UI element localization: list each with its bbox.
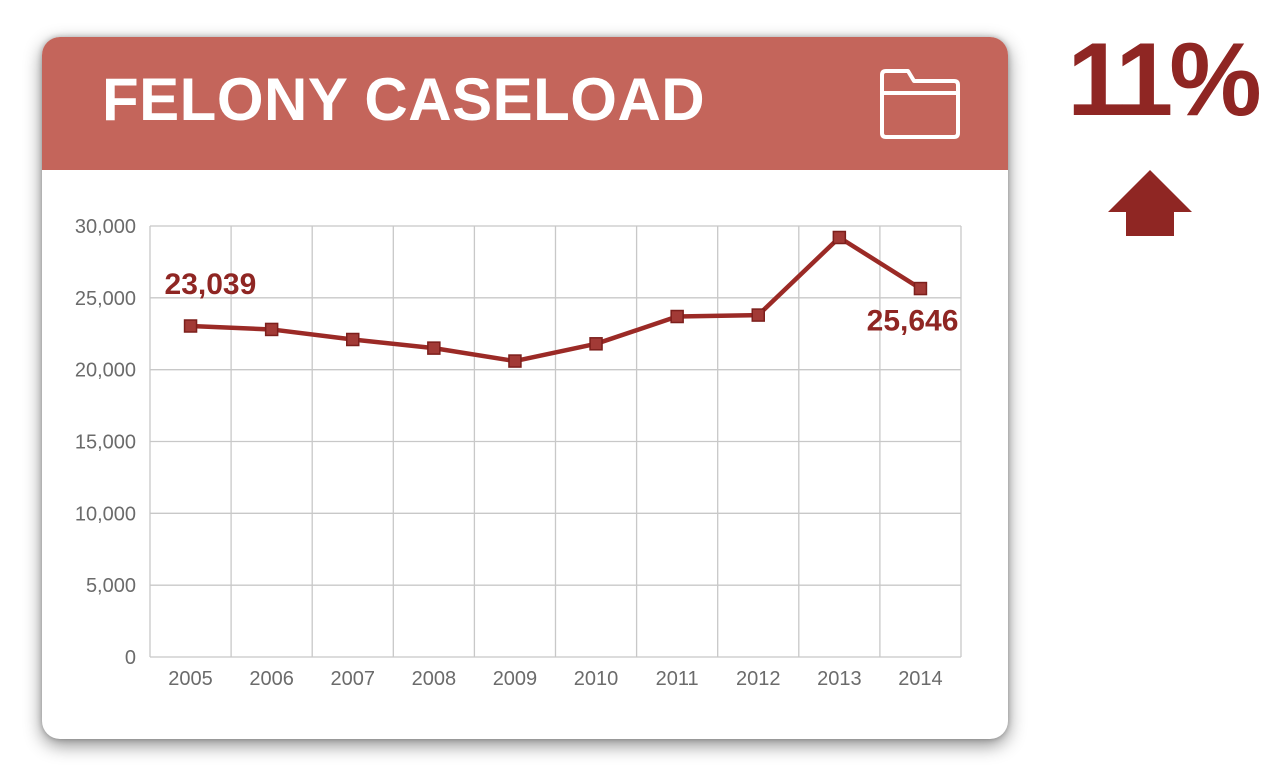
series-markers (183, 230, 928, 368)
line-chart: 0 5,000 10,000 15,000 20,000 25,000 30,000 200… (75, 216, 962, 690)
y-tick-label: 15,000 (75, 432, 136, 454)
card-title: FELONY CASELOAD (102, 66, 706, 133)
series-lines (188, 235, 923, 364)
data-label: 25,646 (867, 305, 959, 338)
data-point (427, 341, 441, 355)
data-label: 23,039 (165, 268, 257, 301)
data-point (346, 332, 360, 347)
y-tick-label: 25,000 (75, 288, 136, 310)
x-tick-label: 2009 (493, 668, 538, 690)
x-tick-label: 2007 (331, 668, 376, 690)
y-axis-ticks: 0 5,000 10,000 15,000 20,000 25,000 30,000 (75, 216, 136, 669)
data-point (751, 308, 765, 322)
series-line (188, 235, 923, 364)
folder-icon (880, 69, 960, 139)
x-tick-label: 2011 (656, 668, 699, 690)
y-tick-label: 10,000 (75, 503, 136, 525)
x-tick-label: 2008 (412, 668, 457, 690)
card-header: FELONY CASELOAD (42, 37, 1008, 170)
x-tick-label: 2012 (736, 668, 781, 690)
x-tick-label: 2010 (574, 668, 619, 690)
arrow-up-icon (1108, 170, 1192, 236)
data-annotations: 23,039 25,646 (165, 268, 959, 338)
x-tick-label: 2006 (249, 668, 294, 690)
data-point (589, 337, 603, 351)
chart-grid (149, 225, 962, 658)
change-percent: 11% (1067, 22, 1261, 138)
x-tick-label: 2014 (898, 668, 943, 690)
data-point (264, 322, 279, 337)
data-point (913, 281, 928, 296)
caseload-card: FELONY CASELOAD 0 5,000 10,000 15,000 20,000… (42, 37, 1008, 739)
y-tick-label: 20,000 (75, 360, 136, 382)
y-tick-label: 0 (125, 647, 136, 669)
data-point (183, 319, 198, 333)
y-tick-label: 30,000 (75, 216, 136, 238)
y-tick-label: 5,000 (86, 575, 136, 597)
data-point (670, 309, 684, 324)
data-point (508, 354, 522, 368)
data-point (832, 230, 847, 245)
x-tick-label: 2005 (168, 668, 213, 690)
x-tick-label: 2013 (817, 668, 862, 690)
x-axis-ticks: 2005 2006 2007 2008 2009 2010 2011 2012 2013 2014 (168, 668, 942, 690)
